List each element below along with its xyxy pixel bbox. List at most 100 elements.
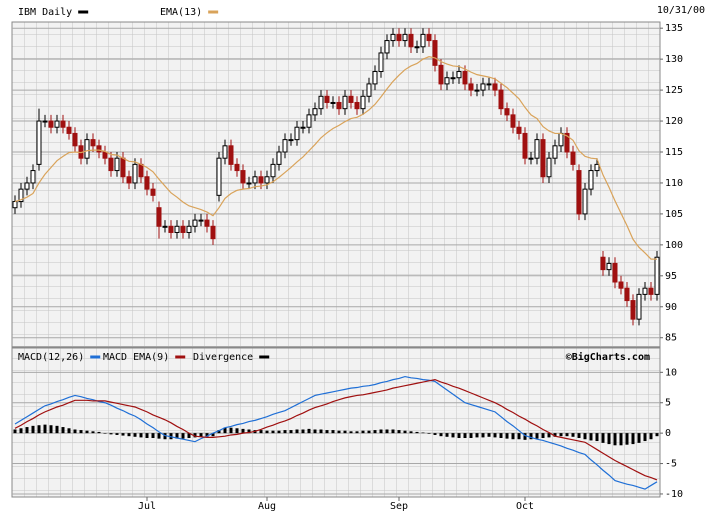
- candle-body: [642, 287, 648, 295]
- divergence-bar: [61, 427, 65, 434]
- y-tick-label: 135: [665, 23, 683, 34]
- candle-body: [330, 101, 336, 104]
- candle-body: [468, 83, 474, 91]
- candle-body: [576, 170, 582, 215]
- candle-body: [348, 95, 354, 103]
- divergence-bar: [373, 430, 377, 434]
- divergence-bar: [643, 433, 647, 442]
- candle-body: [126, 176, 132, 184]
- divergence-bar: [343, 430, 347, 434]
- divergence-bar: [619, 433, 623, 446]
- divergence-bar: [415, 431, 419, 434]
- divergence-bar: [493, 433, 497, 438]
- candle-body: [66, 126, 72, 134]
- candle-body: [240, 170, 246, 184]
- candle-body: [414, 46, 420, 49]
- candle-body: [462, 71, 468, 85]
- candle-body: [444, 77, 450, 85]
- divergence-bar: [109, 433, 113, 435]
- y-tick-label: -10: [665, 489, 683, 500]
- legend-label: Divergence: [193, 352, 253, 363]
- divergence-bar: [571, 433, 575, 437]
- candle-body: [336, 101, 342, 110]
- divergence-bar: [445, 433, 449, 437]
- candle-body: [558, 132, 564, 147]
- candle-body: [252, 176, 258, 184]
- y-tick-label: 105: [665, 209, 683, 220]
- candle-body: [138, 163, 144, 178]
- candle-body: [216, 157, 222, 196]
- divergence-bar: [391, 429, 395, 434]
- y-tick-label: 90: [665, 302, 677, 313]
- divergence-bar: [613, 433, 617, 446]
- candle-body: [60, 120, 66, 128]
- candle-body: [408, 33, 414, 48]
- candle-body: [432, 40, 438, 66]
- divergence-bar: [235, 428, 239, 434]
- candle-body: [396, 33, 402, 42]
- macd-panel: [11, 347, 661, 498]
- divergence-bar: [607, 433, 611, 445]
- divergence-bar: [577, 433, 581, 439]
- candle-body: [48, 120, 54, 128]
- y-tick-label: 10: [665, 367, 677, 378]
- candle-body: [84, 139, 90, 159]
- source: ©BigCharts.com: [566, 351, 650, 363]
- divergence-bar: [205, 433, 209, 437]
- candle-body: [522, 132, 528, 159]
- candle-body: [420, 33, 426, 48]
- candle-body: [474, 89, 480, 92]
- candle-body: [528, 157, 534, 160]
- candle-body: [594, 163, 600, 172]
- y-tick-label: 0: [665, 428, 671, 439]
- price-panel: [11, 21, 661, 348]
- candle-body: [30, 170, 36, 184]
- divergence-bar: [193, 433, 197, 438]
- divergence-bar: [85, 430, 89, 434]
- divergence-bar: [277, 430, 281, 434]
- divergence-bar: [67, 428, 71, 434]
- divergence-bar: [481, 433, 485, 438]
- divergence-bar: [97, 431, 101, 434]
- candle-body: [12, 201, 18, 209]
- candle-body: [276, 151, 282, 165]
- candle-body: [540, 139, 546, 178]
- divergence-bar: [535, 433, 539, 439]
- candle-body: [546, 157, 552, 178]
- candle-body: [534, 139, 540, 159]
- divergence-bar: [13, 429, 17, 434]
- candle-body: [102, 151, 108, 159]
- divergence-bar: [589, 433, 593, 441]
- candle-body: [270, 163, 276, 178]
- candle-body: [144, 176, 150, 190]
- candle-body: [150, 188, 156, 196]
- divergence-bar: [151, 433, 155, 439]
- divergence-bar: [211, 433, 215, 437]
- candle-body: [180, 225, 186, 233]
- divergence-bar: [547, 433, 551, 438]
- candle-body: [372, 71, 378, 85]
- divergence-bar: [511, 433, 515, 440]
- divergence-bar: [37, 425, 41, 434]
- divergence-bar: [229, 427, 233, 434]
- divergence-bar: [583, 433, 587, 440]
- series-line: [14, 56, 657, 260]
- divergence-bar: [145, 433, 149, 439]
- divergence-bar: [463, 433, 467, 439]
- candle-body: [456, 71, 462, 79]
- candle-body: [498, 89, 504, 110]
- divergence-bar: [649, 433, 653, 440]
- divergence-bar: [49, 425, 53, 434]
- candle-body: [438, 64, 444, 85]
- candle-body: [354, 101, 360, 110]
- candle-body: [450, 77, 456, 80]
- candle-body: [582, 188, 588, 215]
- candle-body: [288, 139, 294, 142]
- divergence-bar: [451, 433, 455, 438]
- divergence-bar: [469, 433, 473, 439]
- y-tick-label: 100: [665, 240, 683, 251]
- candle-body: [186, 225, 192, 233]
- divergence-bar: [301, 429, 305, 434]
